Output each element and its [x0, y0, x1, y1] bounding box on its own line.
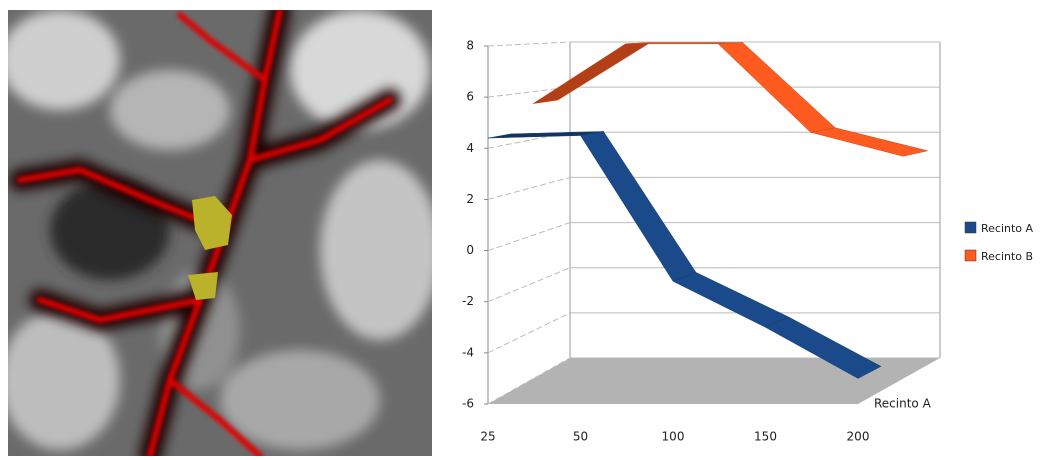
chart: -6 -4 -2 0 2 4 6 8 25 50 100 150 200 Recinto A Recinto…	[462, 39, 1034, 444]
ribbon-segment	[764, 316, 882, 379]
grid-line	[487, 357, 571, 405]
grid-line	[487, 131, 571, 149]
y-tick-label: 6	[466, 90, 474, 104]
grid-line	[487, 222, 571, 252]
legend-label: Recinto A	[981, 222, 1034, 235]
grid-line	[487, 312, 571, 354]
y-tick-label: -4	[462, 345, 474, 359]
grid-line	[487, 41, 571, 47]
y-tick-label: 4	[466, 141, 474, 155]
y-tick-label: 0	[466, 243, 474, 257]
x-tick-label: 100	[662, 430, 685, 444]
ribbon-segment	[580, 131, 697, 282]
x-tick-label: 25	[480, 430, 495, 444]
y-tick-label: 8	[466, 39, 474, 53]
floor	[488, 358, 940, 404]
legend-swatch	[964, 249, 977, 262]
ribbon-segment	[672, 272, 790, 328]
x-tick-label: 150	[754, 430, 777, 444]
x-tick-label: 200	[847, 430, 870, 444]
depth-label: Recinto A	[874, 397, 932, 411]
terrain-image	[8, 10, 432, 456]
y-tick-label: -2	[462, 294, 474, 308]
grid-line	[487, 267, 571, 303]
x-tick-label: 50	[573, 430, 588, 444]
ribbon-segment	[810, 127, 928, 157]
legend-swatch	[964, 221, 977, 234]
y-tick-label: -6	[462, 397, 474, 411]
y-tick-label: 2	[466, 192, 474, 206]
legend-label: Recinto B	[981, 250, 1033, 263]
ribbon-segment	[532, 42, 652, 104]
grid-line	[487, 176, 571, 200]
